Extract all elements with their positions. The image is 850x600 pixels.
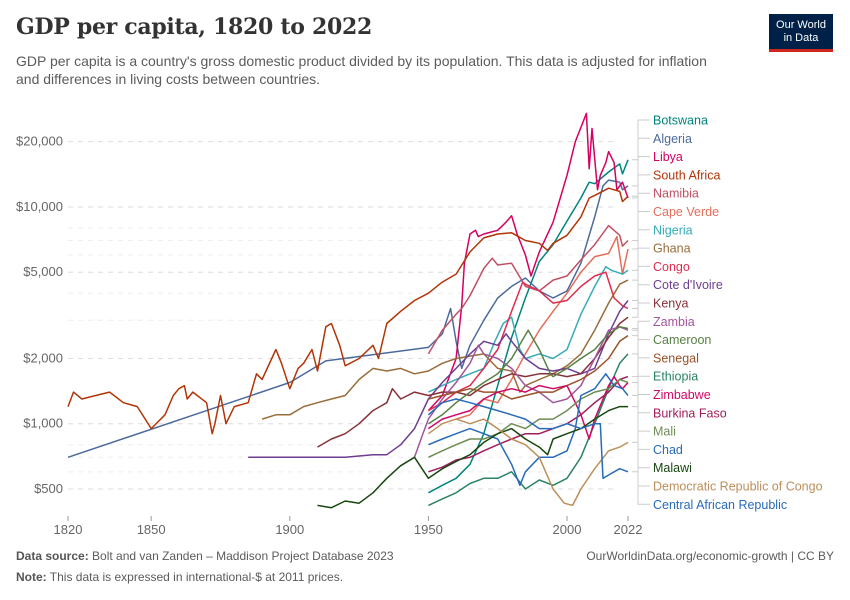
series-line-zimbabwe[interactable] <box>427 375 629 440</box>
data-source-text: Bolt and van Zanden – Maddison Project D… <box>88 549 394 563</box>
legend-connector <box>632 174 650 197</box>
series-line-cape-verde[interactable] <box>455 235 629 420</box>
legend-label[interactable]: Mali <box>653 425 676 439</box>
series-line-congo[interactable] <box>428 271 629 412</box>
series-line-ghana[interactable] <box>261 279 629 420</box>
x-tick-label: 2022 <box>614 522 643 537</box>
line-chart: $500 $1,000 $2,000 $5,000 $10,000 $20,000 182… <box>16 112 823 537</box>
legend-label[interactable]: Namibia <box>653 187 699 201</box>
legend-label[interactable]: Zimbabwe <box>653 388 711 402</box>
legend-label[interactable]: Kenya <box>653 297 688 311</box>
legend-connector <box>632 328 650 341</box>
x-tick-label: 1850 <box>137 522 166 537</box>
legend-label[interactable]: Botswana <box>653 114 708 128</box>
x-tick-label: 1900 <box>275 522 304 537</box>
legend-label[interactable]: Burkina Faso <box>653 406 727 420</box>
legend-label[interactable]: Libya <box>653 150 683 164</box>
legend-label[interactable]: Malawi <box>653 461 692 475</box>
y-axis: $500 $1,000 $2,000 $5,000 $10,000 $20,000 <box>16 134 63 496</box>
legend-connector <box>632 192 650 241</box>
y-tick-label: $500 <box>34 481 63 496</box>
chart-subtitle: GDP per capita is a country's gross dome… <box>16 53 707 87</box>
data-source-label: Data source: <box>16 549 89 563</box>
credit-link[interactable]: OurWorldinData.org/economic-growth | CC … <box>586 549 834 563</box>
series-line-cote-d-ivoire[interactable] <box>248 300 629 459</box>
legend-connector <box>632 137 650 187</box>
legend-label[interactable]: South Africa <box>653 168 720 182</box>
legend-connector <box>632 395 650 450</box>
logo-line-1: Our World <box>776 19 826 31</box>
series-line-zambia[interactable] <box>413 326 629 458</box>
series-line-libya[interactable] <box>427 112 629 412</box>
legend-connector <box>632 229 650 271</box>
series-line-south-africa[interactable] <box>67 187 629 435</box>
x-tick-label: 1820 <box>54 522 83 537</box>
legend-connector <box>632 320 650 331</box>
y-tick-label: $1,000 <box>23 416 63 431</box>
legend-connector <box>632 471 650 505</box>
series-line-cameroon[interactable] <box>427 326 629 425</box>
series-line-kenya[interactable] <box>317 316 629 448</box>
series-line-botswana[interactable] <box>428 159 629 494</box>
legend-label[interactable]: Chad <box>653 443 683 457</box>
legend-connector <box>632 119 650 161</box>
legend-label[interactable]: Senegal <box>653 351 699 365</box>
legend-label[interactable]: Central African Republic <box>653 498 787 512</box>
legend-label[interactable]: Democratic Republic of Congo <box>653 480 823 494</box>
legend-connector <box>632 156 650 199</box>
series-lines <box>67 112 629 509</box>
legend-connector <box>632 265 650 309</box>
logo-line-2: in Data <box>783 31 819 44</box>
x-tick-label: 1950 <box>414 522 443 537</box>
legend-connector <box>632 353 650 377</box>
legend-connector <box>632 382 650 395</box>
legend-label[interactable]: Congo <box>653 260 690 274</box>
legend-label[interactable]: Zambia <box>653 315 695 329</box>
y-tick-label: $2,000 <box>23 350 63 365</box>
legend-label[interactable]: Ethiopia <box>653 370 698 384</box>
legend-label[interactable]: Algeria <box>653 132 692 146</box>
series-line-algeria[interactable] <box>67 179 629 459</box>
chart-title: GDP per capita, 1820 to 2022 <box>16 14 373 40</box>
x-tick-label: 2000 <box>553 522 582 537</box>
series-line-namibia[interactable] <box>427 224 629 355</box>
y-tick-label: $20,000 <box>16 134 63 149</box>
note-label: Note: <box>16 570 47 584</box>
y-tick-label: $10,000 <box>16 199 63 214</box>
legend-connector <box>632 247 650 281</box>
gridlines <box>68 141 613 490</box>
note: Note: This data is expressed in internat… <box>16 570 343 584</box>
legend-label[interactable]: Ghana <box>653 242 691 256</box>
series-line-senegal[interactable] <box>428 334 629 400</box>
legend: Botswana Algeria Libya South Africa Namibia C… <box>632 114 823 512</box>
legend-label[interactable]: Cameroon <box>653 333 711 347</box>
series-line-ethiopia[interactable] <box>428 353 629 507</box>
note-text: This data is expressed in international-… <box>46 570 344 584</box>
legend-connector <box>632 302 650 318</box>
legend-connector <box>632 441 650 487</box>
owid-logo[interactable]: Our World in Data <box>769 14 833 52</box>
y-tick-label: $5,000 <box>23 264 63 279</box>
x-axis: 1820 1850 1900 1950 2000 2022 <box>54 516 643 537</box>
legend-label[interactable]: Nigeria <box>653 223 693 237</box>
data-source: Data source: Bolt and van Zanden – Maddi… <box>16 549 394 563</box>
series-line-central-african-republic[interactable] <box>427 398 629 480</box>
legend-connector <box>632 284 650 301</box>
legend-label[interactable]: Cote d'Ivoire <box>653 278 723 292</box>
legend-connector <box>632 335 650 359</box>
legend-connector <box>632 406 650 469</box>
legend-label[interactable]: Cape Verde <box>653 205 719 219</box>
series-line-democratic-republic-of-congo[interactable] <box>427 418 629 507</box>
